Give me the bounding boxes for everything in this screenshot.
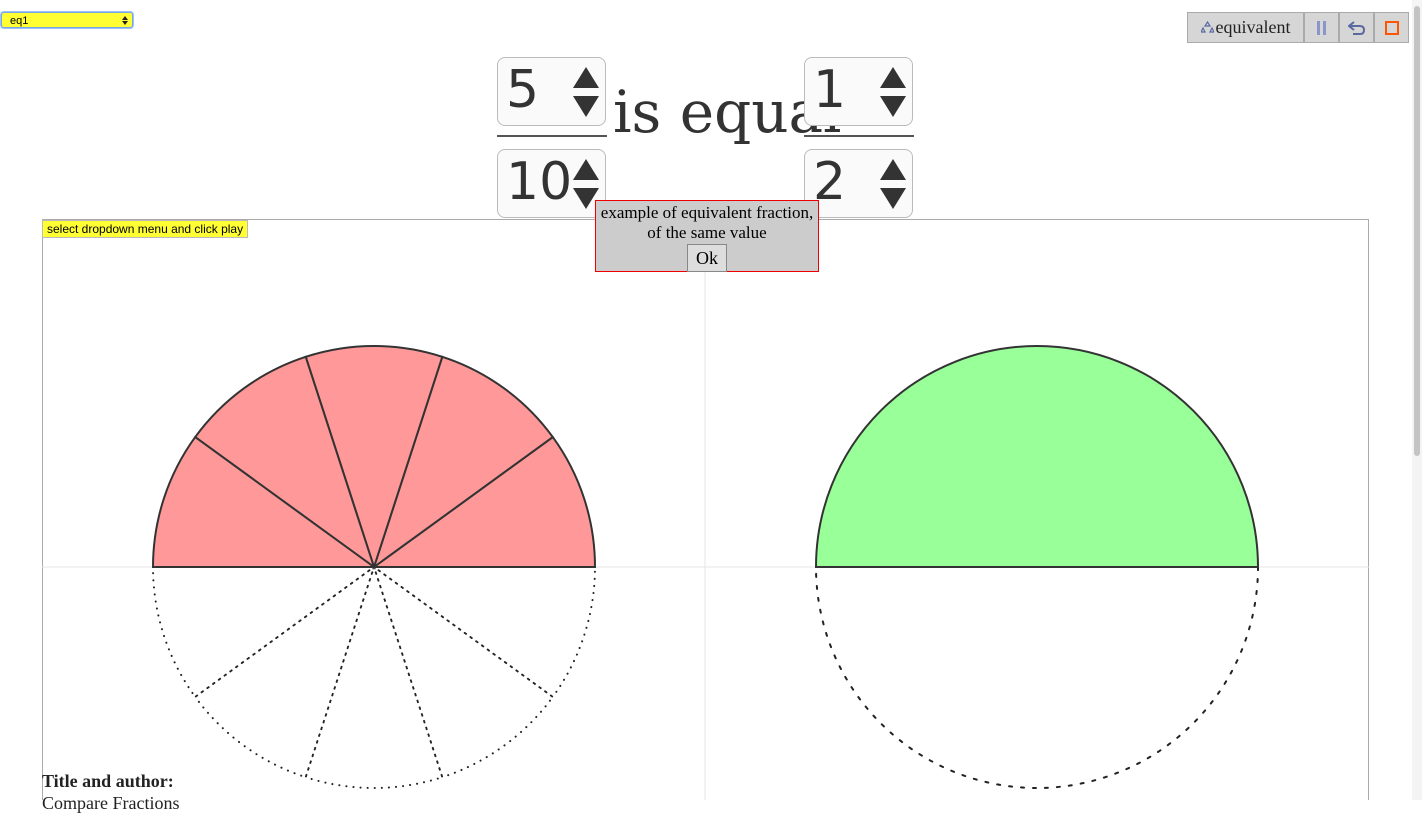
left-denominator: 10 [506,152,573,212]
right-numerator: 1 [813,60,847,120]
empty-piece [304,563,444,789]
filled-piece [370,435,597,568]
filled-piece [814,345,1260,568]
pause-icon [1316,20,1326,35]
empty-piece [372,564,555,779]
stop-icon [1384,20,1399,35]
filled-piece [193,355,376,570]
left-denominator-spinner[interactable]: 10 [497,149,606,218]
recycle-icon [1200,21,1214,33]
hint-label: select dropdown menu and click play [42,220,249,238]
empty-piece [814,566,1260,789]
popup: example of equivalent fraction, of the s… [595,200,819,272]
left-numerator: 5 [506,60,540,120]
fraction-dropdown[interactable]: eq1 [1,12,133,28]
mode-button[interactable]: equivalent [1187,12,1304,43]
popup-message: example of equivalent fraction, of the s… [600,203,814,242]
filled-piece [372,355,555,570]
filled-piece [151,435,378,568]
right-numerator-spinner[interactable]: 1 [804,57,913,126]
relation-text: is equal [613,78,842,146]
reset-icon [1347,20,1365,35]
fraction-bar [497,135,607,137]
right-denominator-spinner[interactable]: 2 [804,149,913,218]
dropdown-value: eq1 [10,15,29,27]
footer: Title and author: Compare Fractions [42,770,179,814]
toolbar: equivalent [1187,12,1409,43]
scrollbar[interactable] [1412,0,1422,800]
drawing-canvas [42,219,1369,800]
fraction-circles [151,345,1260,789]
scroll-thumb[interactable] [1414,6,1420,456]
left-numerator-spinner[interactable]: 5 [497,57,606,126]
empty-piece [193,564,376,779]
empty-piece [370,566,597,699]
fraction-bar [804,135,914,137]
empty-piece [151,566,378,699]
filled-piece [304,345,444,571]
footer-heading: Title and author: [42,771,174,791]
pause-button[interactable] [1304,12,1339,43]
mode-label: equivalent [1215,17,1291,37]
footer-title: Compare Fractions [42,793,180,813]
reset-button[interactable] [1339,12,1374,43]
dropdown-arrows [122,16,128,25]
stop-button[interactable] [1374,12,1409,43]
ok-button[interactable]: Ok [687,244,727,272]
